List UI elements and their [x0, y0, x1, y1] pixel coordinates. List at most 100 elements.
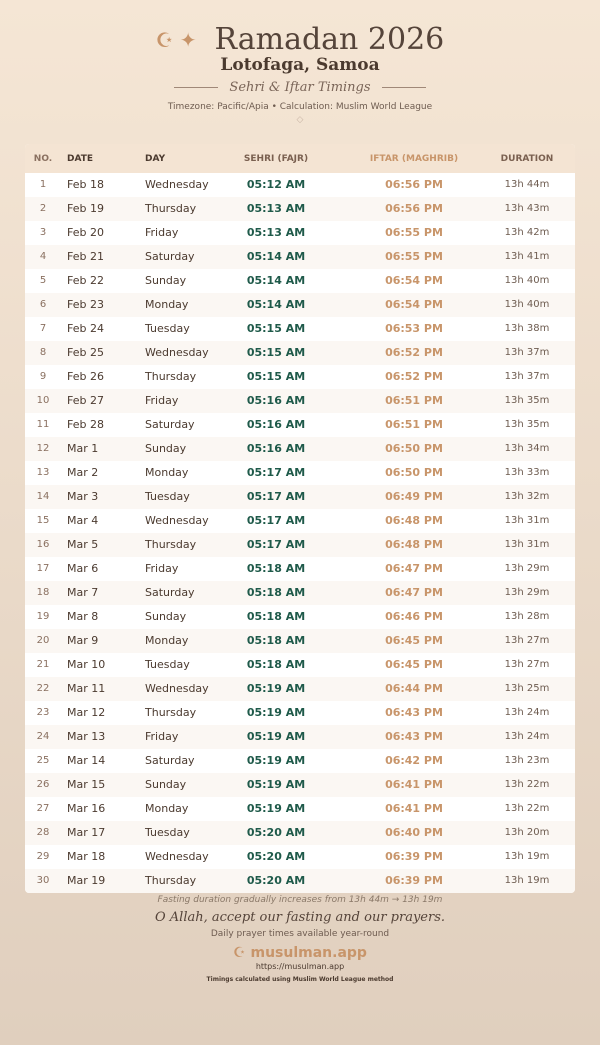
row-day: Thursday — [145, 370, 197, 383]
row-number: 18 — [36, 587, 50, 598]
row-number: 19 — [36, 611, 50, 622]
row-day: Monday — [145, 802, 189, 815]
table-row: 23 Mar 12 Thursday 05:19 AM 06:43 PM 13h 24m — [25, 701, 575, 725]
daily-note: Daily prayer times available year-round — [210, 929, 390, 939]
row-day: Monday — [145, 298, 189, 311]
row-date: Mar 8 — [67, 610, 99, 623]
row-sehri: 05:15 AM — [246, 346, 306, 359]
row-day: Thursday — [145, 706, 197, 719]
table-row: 30 Mar 19 Thursday 05:20 AM 06:39 PM 13h 19m — [25, 869, 575, 893]
page-title: Ramadan 2026 — [214, 22, 445, 57]
duration-note: Fasting duration gradually increases fro… — [157, 895, 443, 905]
table-row: 22 Mar 11 Wednesday 05:19 AM 06:44 PM 13h 25m — [25, 677, 575, 701]
row-number: 26 — [36, 779, 50, 790]
row-day: Monday — [145, 466, 189, 479]
row-duration: 13h 35m — [504, 395, 550, 406]
row-iftar: 06:53 PM — [385, 322, 443, 335]
row-sehri: 05:14 AM — [246, 274, 306, 287]
table-row: 8 Feb 25 Wednesday 05:15 AM 06:52 PM 13h 37m — [25, 341, 575, 365]
row-iftar: 06:52 PM — [385, 370, 443, 383]
row-duration: 13h 27m — [504, 659, 550, 670]
row-number: 14 — [36, 491, 50, 502]
row-iftar: 06:50 PM — [385, 466, 443, 479]
row-date: Mar 10 — [67, 658, 106, 671]
row-sehri: 05:16 AM — [246, 418, 306, 431]
row-sehri: 05:16 AM — [246, 442, 306, 455]
row-iftar: 06:48 PM — [385, 538, 443, 551]
website-link[interactable]: https://musulman.app — [255, 962, 345, 971]
row-sehri: 05:19 AM — [246, 730, 306, 743]
row-sehri: 05:14 AM — [246, 250, 306, 263]
calculation-note: Timings calculated using Muslim World Le… — [206, 976, 394, 983]
row-day: Tuesday — [145, 322, 190, 335]
row-iftar: 06:39 PM — [385, 850, 443, 863]
row-iftar: 06:49 PM — [385, 490, 443, 503]
row-number: 21 — [36, 659, 50, 670]
row-date: Feb 24 — [67, 322, 104, 335]
row-duration: 13h 27m — [504, 635, 550, 646]
row-iftar: 06:47 PM — [385, 562, 443, 575]
row-sehri: 05:18 AM — [246, 586, 306, 599]
calculation-meta: Timezone: Pacific/Apia • Calculation: Mu… — [167, 102, 433, 112]
row-day: Sunday — [145, 610, 187, 623]
row-iftar: 06:41 PM — [385, 778, 443, 791]
row-iftar: 06:56 PM — [385, 178, 443, 191]
row-duration: 13h 29m — [504, 563, 550, 574]
row-number: 10 — [36, 395, 50, 406]
row-day: Wednesday — [145, 514, 209, 527]
table-row: 6 Feb 23 Monday 05:14 AM 06:54 PM 13h 40m — [25, 293, 575, 317]
row-iftar: 06:47 PM — [385, 586, 443, 599]
row-date: Feb 21 — [67, 250, 104, 263]
row-sehri: 05:15 AM — [246, 322, 306, 335]
row-duration: 13h 25m — [504, 683, 550, 694]
row-iftar: 06:48 PM — [385, 514, 443, 527]
row-day: Wednesday — [145, 682, 209, 695]
row-iftar: 06:51 PM — [385, 418, 443, 431]
table-row: 19 Mar 8 Sunday 05:18 AM 06:46 PM 13h 28m — [25, 605, 575, 629]
row-number: 29 — [36, 851, 50, 862]
row-iftar: 06:45 PM — [385, 658, 443, 671]
row-sehri: 05:18 AM — [246, 562, 306, 575]
table-row: 15 Mar 4 Wednesday 05:17 AM 06:48 PM 13h 31m — [25, 509, 575, 533]
row-day: Thursday — [145, 538, 197, 551]
row-date: Mar 1 — [67, 442, 99, 455]
col-day: DAY — [145, 154, 166, 164]
table-row: 11 Feb 28 Saturday 05:16 AM 06:51 PM 13h 35m — [25, 413, 575, 437]
row-duration: 13h 24m — [504, 707, 550, 718]
table-row: 18 Mar 7 Saturday 05:18 AM 06:47 PM 13h 29m — [25, 581, 575, 605]
row-number: 23 — [36, 707, 50, 718]
row-sehri: 05:13 AM — [246, 202, 306, 215]
row-duration: 13h 22m — [504, 779, 550, 790]
row-iftar: 06:45 PM — [385, 634, 443, 647]
row-sehri: 05:19 AM — [246, 682, 306, 695]
table-row: 5 Feb 22 Sunday 05:14 AM 06:54 PM 13h 40m — [25, 269, 575, 293]
dua-text: O Allah, accept our fasting and our pray… — [154, 910, 446, 925]
row-date: Mar 19 — [67, 874, 106, 887]
row-duration: 13h 29m — [504, 587, 550, 598]
row-number: 3 — [39, 227, 47, 238]
row-duration: 13h 40m — [504, 275, 550, 286]
row-day: Friday — [145, 562, 179, 575]
row-duration: 13h 19m — [504, 851, 550, 862]
table-row: 17 Mar 6 Friday 05:18 AM 06:47 PM 13h 29m — [25, 557, 575, 581]
row-iftar: 06:54 PM — [385, 274, 443, 287]
row-sehri: 05:20 AM — [246, 874, 306, 887]
row-day: Wednesday — [145, 178, 209, 191]
table-row: 3 Feb 20 Friday 05:13 AM 06:55 PM 13h 42m — [25, 221, 575, 245]
row-sehri: 05:15 AM — [246, 370, 306, 383]
table-row: 7 Feb 24 Tuesday 05:15 AM 06:53 PM 13h 38m — [25, 317, 575, 341]
row-number: 13 — [36, 467, 50, 478]
row-sehri: 05:19 AM — [246, 778, 306, 791]
row-sehri: 05:18 AM — [246, 634, 306, 647]
subtitle-text: Sehri & Iftar Timings — [229, 80, 371, 95]
row-day: Wednesday — [145, 346, 209, 359]
brand: ☪ musulman.app — [0, 945, 600, 961]
row-date: Mar 2 — [67, 466, 99, 479]
table-row: 13 Mar 2 Monday 05:17 AM 06:50 PM 13h 33m — [25, 461, 575, 485]
row-duration: 13h 33m — [504, 467, 550, 478]
page-footer: Fasting duration gradually increases fro… — [0, 895, 600, 983]
row-number: 5 — [39, 275, 47, 286]
row-number: 27 — [36, 803, 50, 814]
row-iftar: 06:39 PM — [385, 874, 443, 887]
row-day: Monday — [145, 634, 189, 647]
